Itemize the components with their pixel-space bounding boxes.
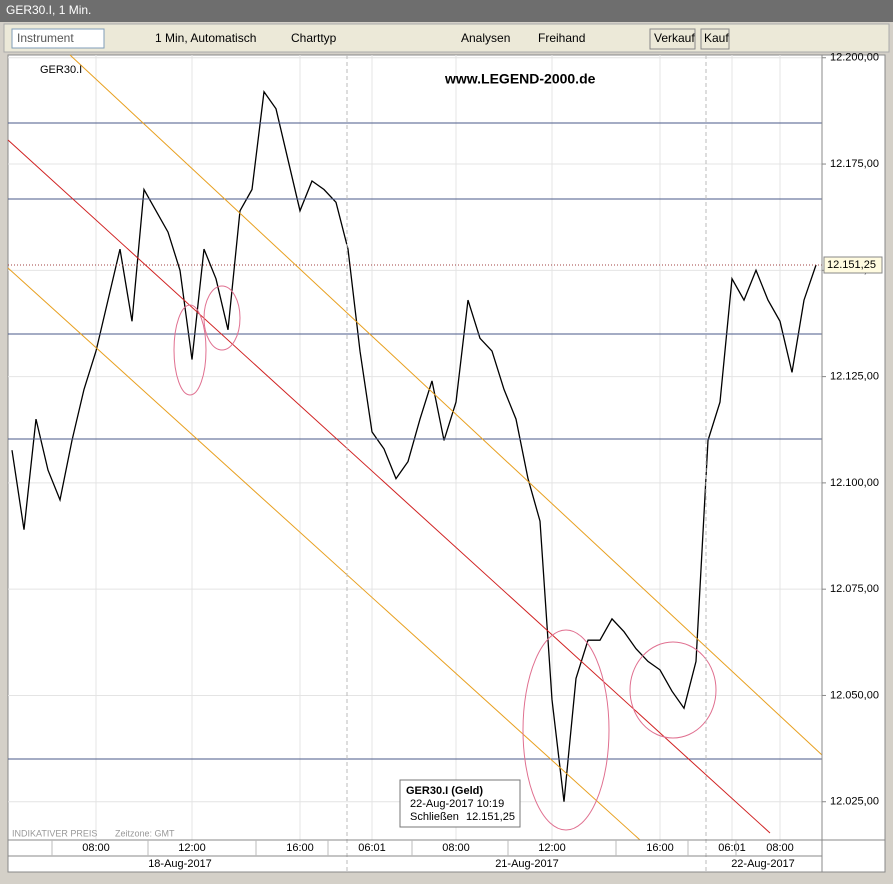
toolbar [3,23,890,53]
watermark: www.LEGEND-2000.de [444,71,596,87]
instrument-placeholder: Instrument [17,31,74,45]
x-date-label: 18-Aug-2017 [148,858,212,870]
tooltip-value: 12.151,25 [466,811,515,823]
instrument-input[interactable] [11,28,105,49]
sell-label: Verkauf [654,31,695,45]
x-tick-label: 06:01 [718,842,746,854]
y-tick-label: 12.075,00 [830,583,879,595]
x-tick-label: 08:00 [442,842,470,854]
x-date-label: 21-Aug-2017 [495,858,559,870]
x-date-label: 22-Aug-2017 [731,858,795,870]
buy-label: Kauf [704,31,729,45]
last-price-box [823,256,883,274]
interval-menu[interactable]: 1 Min, Automatisch [155,31,256,45]
y-tick-label: 12.025,00 [830,796,879,808]
trend-line [69,54,823,756]
x-tick-label: 08:00 [766,842,794,854]
chart-area [7,54,886,873]
highlight-ellipse [629,641,717,739]
x-tick-label: 06:01 [358,842,386,854]
sell-button[interactable] [649,28,696,50]
x-tick-label: 08:00 [82,842,110,854]
last-price-label: 12.151,25 [827,259,876,271]
price-note: INDIKATIVER PREIS [12,828,97,838]
tooltip-field: Schließen [410,811,459,823]
y-tick-label: 12.125,00 [830,371,879,383]
tooltip [399,779,521,828]
y-tick-label: 12.100,00 [830,477,879,489]
y-tick-label: 12.200,00 [830,52,879,64]
chart-header[interactable]: GER30.I [40,64,82,76]
x-tick-label: 16:00 [646,842,674,854]
analyses-menu[interactable]: Analysen [461,31,510,45]
trend-line [7,267,641,841]
highlight-ellipse [522,629,610,831]
y-tick-label: 12.175,00 [830,158,879,170]
highlight-ellipse [203,285,241,351]
x-tick-label: 12:00 [538,842,566,854]
freehand-menu[interactable]: Freihand [538,31,585,45]
drawings [7,54,823,872]
timezone-note: Zeitzone: GMT [115,828,175,838]
chart-type-menu[interactable]: Charttyp [291,31,337,45]
window-title: GER30.I, 1 Min. [6,3,91,17]
tooltip-time: 22-Aug-2017 10:19 [410,798,504,810]
buy-button[interactable] [700,28,730,50]
x-tick-label: 16:00 [286,842,314,854]
y-tick-label: 12.050,00 [830,689,879,701]
title-bar [0,0,893,22]
price-line [11,90,817,802]
x-tick-label: 12:00 [178,842,206,854]
trend-line [7,139,771,834]
tooltip-title: GER30.I (Geld) [406,785,483,797]
highlight-ellipse [173,304,207,396]
